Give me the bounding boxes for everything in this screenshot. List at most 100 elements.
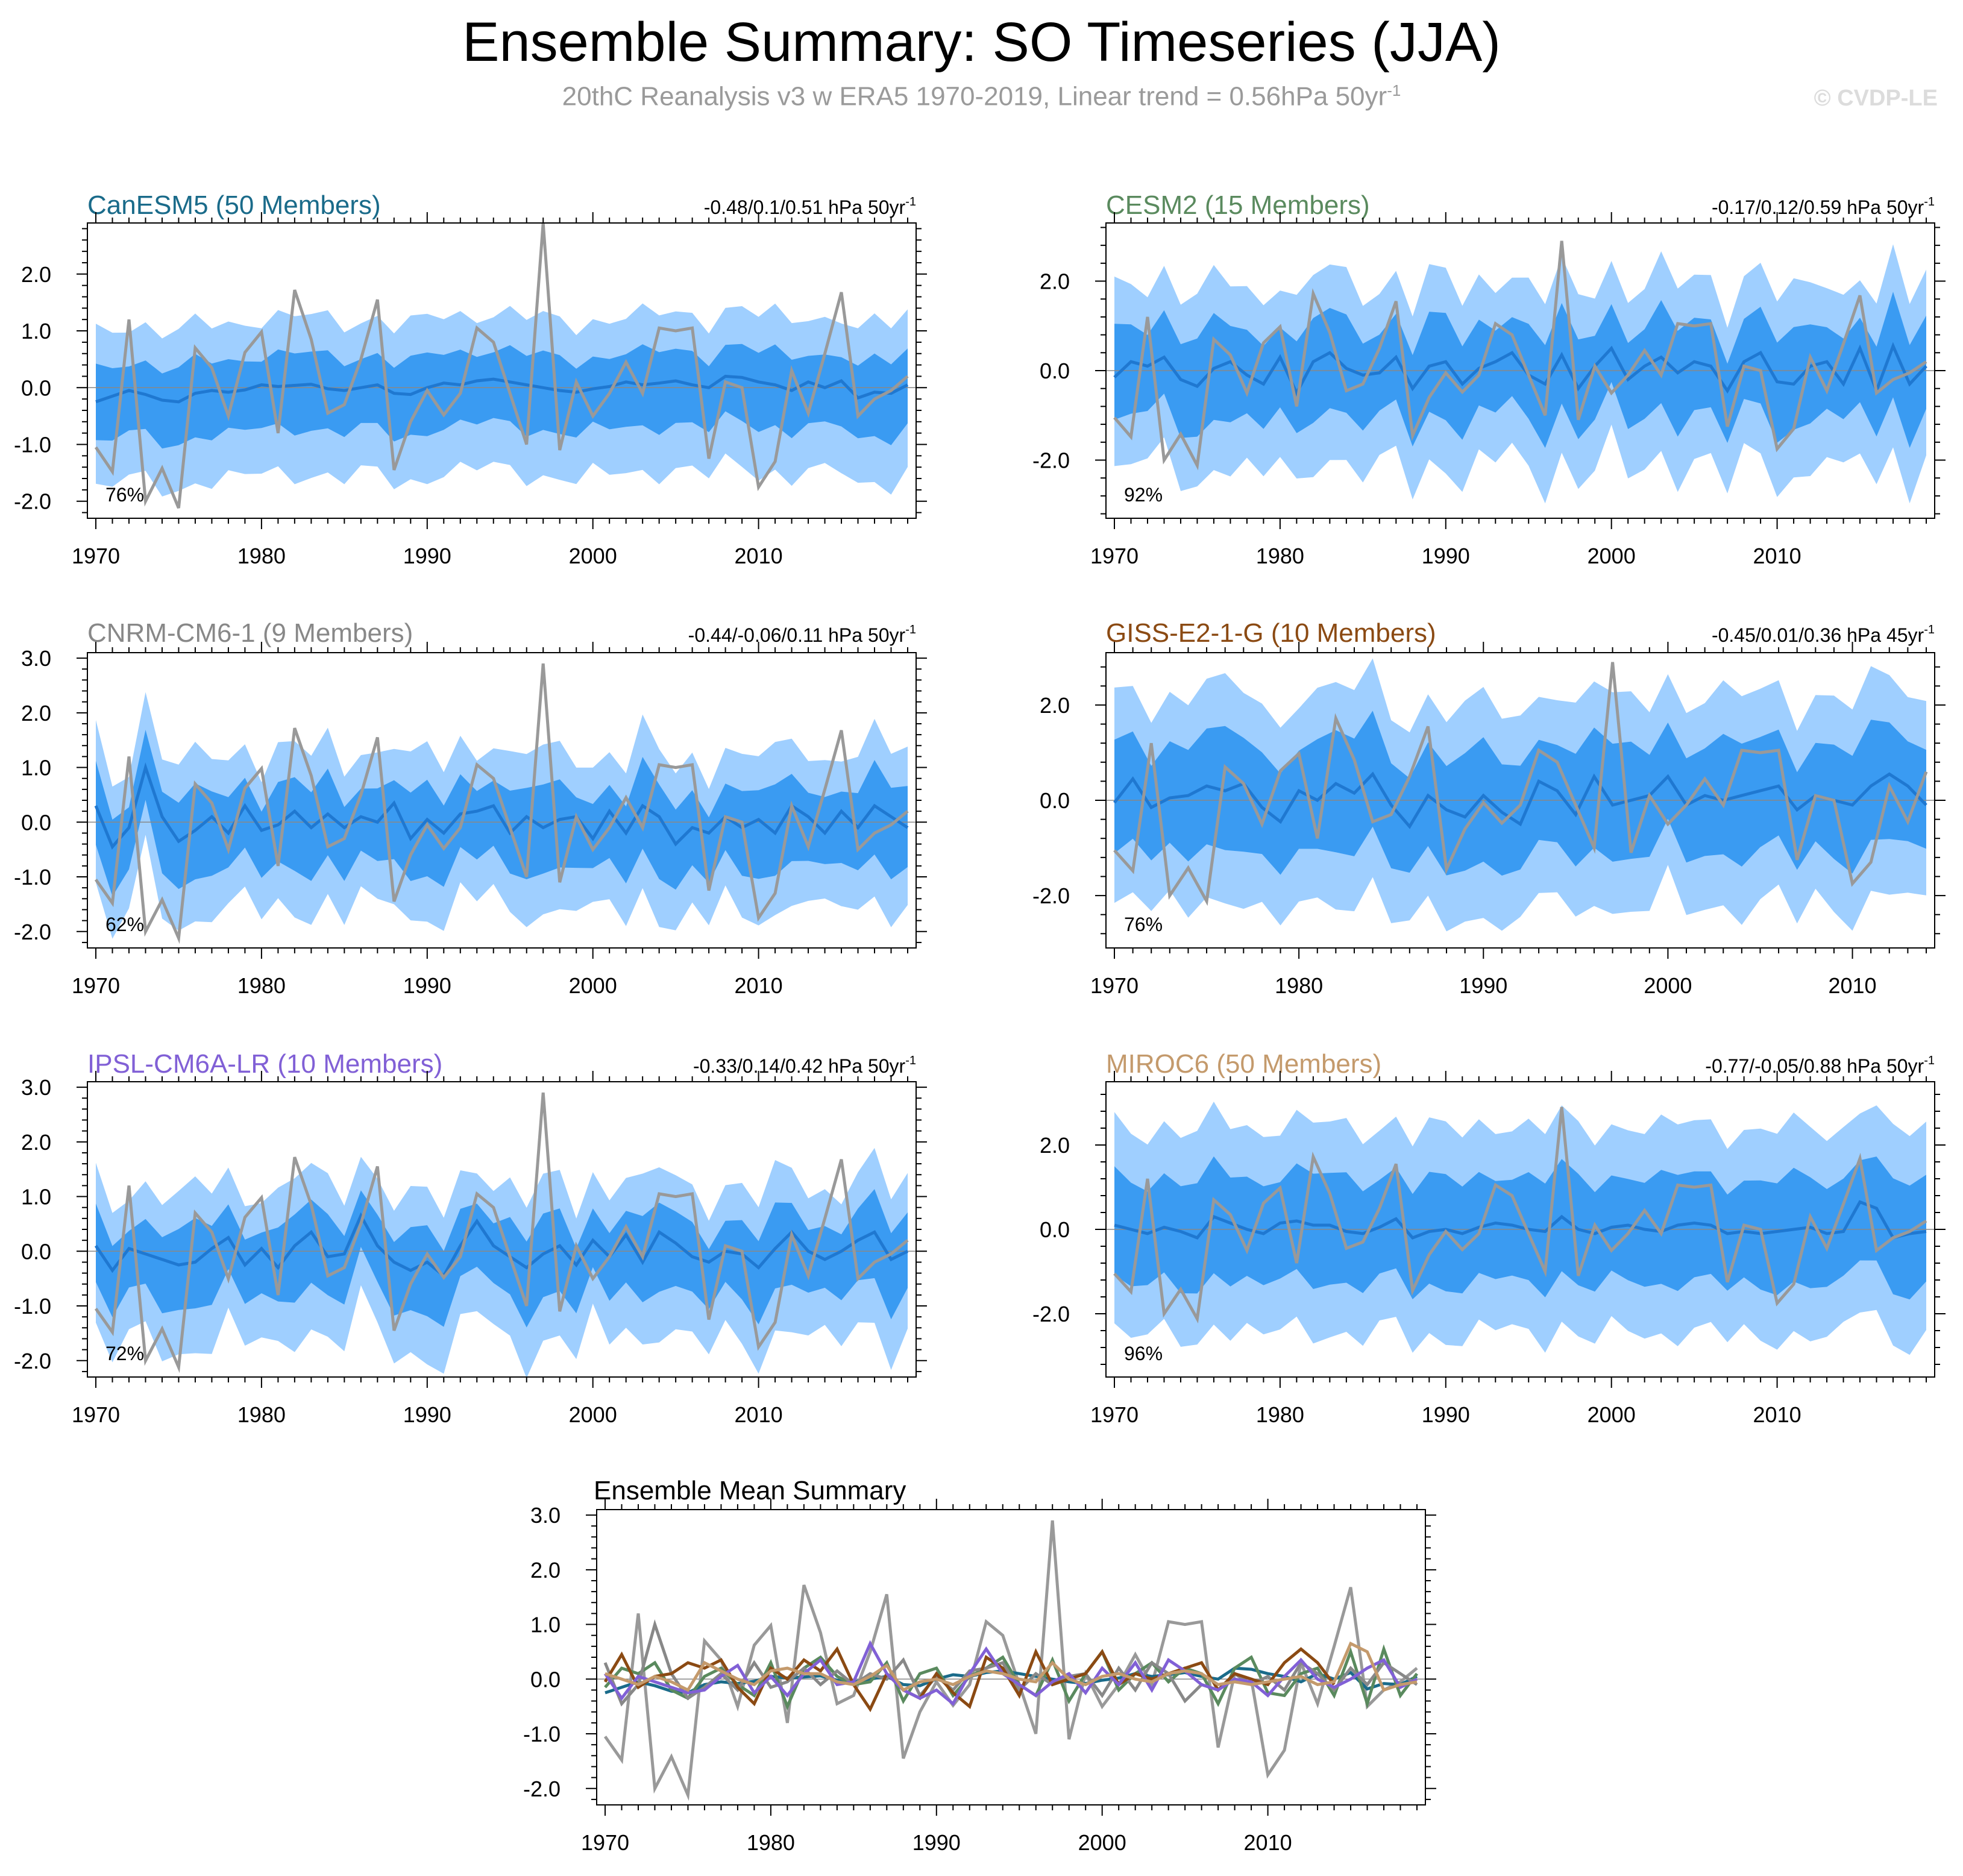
- panel-2: CESM2 (15 Members) -0.17/0.12/0.59 hPa 50…: [1032, 190, 1946, 568]
- x-tick-label: 1970: [1090, 544, 1139, 568]
- x-tick-label: 1970: [1090, 973, 1139, 998]
- y-tick-label: -2.0: [1032, 883, 1070, 908]
- x-tick-label: 1990: [403, 1402, 451, 1427]
- y-tick-label: 2.0: [21, 1130, 51, 1155]
- x-tick-label: 1970: [581, 1830, 629, 1855]
- y-tick-label: 1.0: [21, 319, 51, 344]
- observed-line: [1113, 240, 1927, 471]
- x-tick-label: 1970: [1090, 1402, 1139, 1427]
- percent-label: 96%: [1124, 1343, 1163, 1364]
- panel-stat: -0.45/0.01/0.36 hPa 45yr-1: [1712, 623, 1935, 646]
- ensemble-mean-line: [95, 374, 909, 404]
- x-tick-label: 2010: [1244, 1830, 1292, 1855]
- y-tick-label: 2.0: [1040, 693, 1070, 718]
- y-tick-label: 1.0: [530, 1613, 561, 1637]
- x-tick-label: 2000: [1588, 1402, 1636, 1427]
- y-tick-label: 3.0: [21, 646, 51, 671]
- ensemble-mean-line: [1113, 771, 1927, 829]
- observed-line: [94, 663, 909, 944]
- y-tick-label: 1.0: [21, 756, 51, 780]
- x-tick-label: 1970: [72, 973, 120, 998]
- panel-stat-sup: -1: [905, 623, 916, 636]
- x-tick-label: 1990: [1422, 1402, 1470, 1427]
- x-tick-label: 1970: [72, 544, 120, 568]
- panel-stat-text: -0.48/0.1/0.51 hPa 50yr: [704, 196, 906, 218]
- y-tick-label: -2.0: [14, 920, 51, 944]
- y-tick-label: -1.0: [14, 433, 51, 457]
- panel-stat: -0.48/0.1/0.51 hPa 50yr-1: [704, 195, 916, 218]
- x-tick-label: 1980: [237, 544, 286, 568]
- x-tick-label: 1980: [1256, 544, 1304, 568]
- x-tick-label: 2010: [1753, 544, 1801, 568]
- panel-title: GISS-E2-1-G (10 Members): [1106, 618, 1436, 648]
- y-tick-label: 2.0: [1040, 1133, 1070, 1158]
- observed-line: [1113, 1106, 1927, 1324]
- x-tick-label: 1980: [747, 1830, 795, 1855]
- y-tick-label: -1.0: [14, 865, 51, 889]
- plot-area: [1106, 1102, 1935, 1355]
- y-tick-label: 0.0: [1040, 788, 1070, 813]
- y-tick-label: 1.0: [21, 1185, 51, 1209]
- x-tick-label: 1980: [1275, 973, 1323, 998]
- x-tick-label: 1990: [912, 1830, 961, 1855]
- panel-title: CanESM5 (50 Members): [87, 190, 381, 220]
- y-tick-label: -2.0: [1032, 448, 1070, 472]
- y-tick-label: 0.0: [1040, 1217, 1070, 1242]
- y-tick-label: -2.0: [1032, 1302, 1070, 1326]
- figure-subtitle: 20thC Reanalysis v3 w ERA5 1970-2019, Li…: [0, 81, 1963, 112]
- x-tick-label: 1990: [403, 973, 451, 998]
- percent-label: 62%: [105, 914, 144, 935]
- x-tick-label: 1980: [237, 1402, 286, 1427]
- ensemble-mean-line: [1113, 342, 1927, 397]
- x-tick-label: 1990: [403, 544, 451, 568]
- x-tick-label: 2010: [735, 544, 783, 568]
- panel-stat-sup: -1: [1924, 1054, 1935, 1067]
- y-tick-label: -2.0: [14, 489, 51, 514]
- plot-area: [87, 223, 916, 509]
- x-tick-label: 2010: [735, 973, 783, 998]
- x-tick-label: 2000: [1078, 1830, 1126, 1855]
- plot-frame: [87, 222, 917, 519]
- y-tick-label: 3.0: [530, 1503, 561, 1528]
- panel-6: MIROC6 (50 Members) -0.77/-0.05/0.88 hPa …: [1032, 1049, 1946, 1427]
- panel-stat-sup: -1: [905, 1054, 916, 1067]
- x-tick-label: 2000: [1588, 544, 1636, 568]
- x-tick-label: 1980: [1256, 1402, 1304, 1427]
- panel-stat-sup: -1: [905, 195, 916, 209]
- y-tick-label: 2.0: [21, 262, 51, 287]
- panel-stat-text: -0.33/0.14/0.42 hPa 50yr: [693, 1055, 906, 1077]
- percent-label: 72%: [105, 1343, 144, 1364]
- y-tick-label: 0.0: [21, 810, 51, 835]
- panel-stat: -0.17/0.12/0.59 hPa 50yr-1: [1712, 195, 1935, 218]
- y-tick-label: 0.0: [21, 375, 51, 400]
- y-tick-label: 2.0: [21, 701, 51, 726]
- y-tick-label: -2.0: [14, 1349, 51, 1373]
- percent-label: 76%: [105, 484, 144, 506]
- plot-area: [1106, 658, 1935, 932]
- panel-stat-text: -0.17/0.12/0.59 hPa 50yr: [1712, 196, 1924, 218]
- plot-area: [1106, 240, 1935, 504]
- x-tick-label: 2000: [1644, 973, 1692, 998]
- observed-line: [94, 1092, 909, 1373]
- plot-area: [87, 663, 916, 944]
- x-tick-label: 1970: [72, 1402, 120, 1427]
- ensemble-mean-line: [94, 1212, 909, 1278]
- y-tick-label: -1.0: [14, 1294, 51, 1319]
- panel-title: CESM2 (15 Members): [1106, 190, 1370, 220]
- panel-7: Ensemble Mean Summary 1970 1980 1990 2000 201…: [523, 1476, 1436, 1855]
- panel-title: CNRM-CM6-1 (9 Members): [87, 618, 413, 648]
- y-tick-label: 0.0: [1040, 359, 1070, 383]
- panel-3: CNRM-CM6-1 (9 Members) -0.44/-0.06/0.11 h…: [14, 618, 927, 998]
- plot-area: [597, 1520, 1425, 1801]
- panel-stat-sup: -1: [1924, 623, 1935, 636]
- copyright-label: © CVDP-LE: [1814, 86, 1938, 111]
- ensemble-mean-line: [94, 762, 909, 850]
- y-tick-label: -2.0: [523, 1777, 561, 1801]
- y-tick-label: 3.0: [21, 1075, 51, 1100]
- x-tick-label: 1980: [237, 973, 286, 998]
- panel-4: GISS-E2-1-G (10 Members) -0.45/0.01/0.36 …: [1032, 618, 1946, 998]
- y-tick-label: 2.0: [1040, 269, 1070, 294]
- figure-title: Ensemble Summary: SO Timeseries (JJA): [462, 11, 1501, 73]
- x-tick-label: 2000: [569, 544, 617, 568]
- subtitle-superscript: -1: [1387, 81, 1401, 99]
